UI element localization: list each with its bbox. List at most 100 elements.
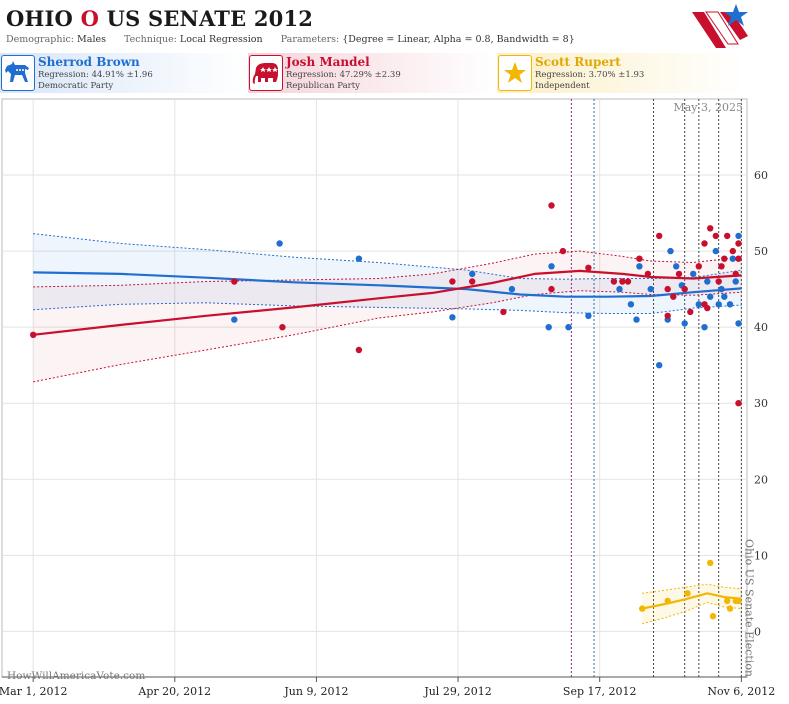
regression-lines (33, 269, 742, 610)
chart-axes: 0 10 20 30 40 50 60 Mar 1, 2012 Apr 20, 2012 Jun … (0, 169, 775, 698)
poll-point (619, 278, 626, 285)
confidence-band (33, 233, 742, 314)
poll-point (704, 278, 711, 285)
x-tick-label: Mar 1, 2012 (0, 685, 67, 698)
poll-point (624, 278, 632, 285)
candidate-party: Independent (535, 81, 590, 91)
poll-point (633, 316, 640, 323)
poll-point (675, 270, 683, 278)
poll-point (664, 597, 671, 605)
poll-point (707, 225, 714, 232)
date-label: May 3, 2025 (673, 101, 743, 114)
poll-point (548, 202, 555, 209)
poll-point (735, 255, 742, 262)
parameters-line: Demographic: Males Technique: Local Regr… (6, 34, 575, 45)
plot-area (1, 98, 748, 678)
page-title: OHIO O US SENATE 2012 (6, 6, 313, 31)
demographic-label: Demographic: (6, 34, 75, 45)
star-icon (498, 55, 532, 91)
technique-value: Local Regression (179, 34, 263, 45)
poll-point (355, 346, 363, 354)
technique-label: Technique: (124, 34, 177, 45)
title-separator: O (80, 6, 100, 31)
x-tick-label: Jun 9, 2012 (283, 685, 348, 698)
donkey-icon (1, 55, 35, 91)
candidate-legend: Sherrod Brown Regression: 44.91% ±1.96 D… (0, 53, 789, 95)
poll-point (644, 270, 652, 278)
poll-point (585, 264, 592, 271)
poll-point (664, 312, 671, 319)
x-tick-label: Sep 17, 2012 (563, 685, 637, 698)
poll-point (704, 304, 711, 312)
site-logo-icon[interactable] (686, 2, 752, 50)
poll-point (735, 240, 742, 247)
x-tick-label: Jul 29, 2012 (423, 685, 492, 698)
band-upper (642, 583, 742, 594)
poll-point (712, 232, 719, 240)
candidate-name: Scott Rupert (535, 55, 621, 69)
watermark: HowWillAmericaVote.com (7, 670, 145, 682)
band-lower (33, 302, 742, 314)
poll-point (721, 255, 728, 262)
candidate-regression: Regression: 47.29% ±2.39 (286, 70, 401, 80)
confidence-bands (33, 233, 742, 625)
poll-point (735, 232, 742, 240)
poll-point (732, 270, 739, 278)
poll-point (627, 301, 635, 308)
poll-point (656, 362, 663, 369)
candidate-card-brown[interactable]: Sherrod Brown Regression: 44.91% ±1.96 D… (0, 53, 248, 93)
poll-point (585, 312, 592, 319)
poll-point (735, 320, 742, 327)
poll-point (707, 293, 714, 300)
y-tick-label: 50 (754, 245, 768, 258)
poll-point (735, 400, 742, 407)
poll-point (687, 308, 694, 316)
poll-point (656, 232, 663, 240)
poll-point (715, 278, 722, 285)
poll-point (616, 285, 623, 293)
poll-chart: 0 10 20 30 40 50 60 Mar 1, 2012 Apr 20, 2012 Jun … (0, 98, 775, 698)
header: OHIO O US SENATE 2012 Demographic: Males… (0, 0, 789, 50)
poll-point (712, 247, 719, 255)
x-tick-label: Apr 20, 2012 (137, 685, 211, 698)
regression-line (33, 271, 742, 298)
y-tick-label: 30 (754, 397, 768, 410)
poll-point (718, 263, 725, 270)
candidate-regression: Regression: 44.91% ±1.96 (38, 70, 153, 80)
poll-point (735, 597, 742, 605)
poll-point (724, 232, 731, 240)
poll-point (231, 316, 238, 323)
poll-point (559, 247, 567, 255)
poll-point (449, 278, 456, 285)
candidate-card-mandel[interactable]: Josh Mandel Regression: 47.29% ±2.39 Rep… (248, 53, 496, 93)
parameters-label: Parameters: (280, 34, 340, 45)
poll-point (639, 605, 646, 612)
poll-point (729, 247, 736, 255)
poll-point (709, 613, 717, 620)
poll-point (548, 263, 555, 270)
poll-point (690, 270, 697, 278)
parameters-value: {Degree = Linear, Alpha = 0.8, Bandwidth… (342, 34, 575, 45)
poll-point (732, 278, 739, 285)
poll-point (681, 285, 688, 293)
candidate-party: Republican Party (286, 81, 360, 91)
poll-point (721, 293, 728, 300)
event-lines (570, 99, 742, 677)
y-tick-label: 60 (754, 169, 768, 182)
candidate-card-rupert[interactable]: Scott Rupert Regression: 3.70% ±1.93 Ind… (497, 53, 745, 93)
y-tick-label: 20 (754, 473, 768, 486)
y-tick-label: 10 (754, 549, 768, 562)
poll-point (707, 559, 714, 567)
elephant-icon (249, 55, 283, 91)
poll-point (695, 301, 702, 308)
poll-point (545, 324, 552, 331)
poll-point (355, 255, 363, 262)
poll-point (231, 278, 238, 285)
regression-line (641, 592, 742, 610)
candidate-name: Sherrod Brown (38, 55, 140, 69)
poll-point (681, 320, 688, 327)
election-label: Ohio US Senate Election (742, 539, 755, 677)
confidence-band (642, 584, 742, 624)
poll-point (500, 308, 507, 316)
poll-points (30, 202, 742, 620)
